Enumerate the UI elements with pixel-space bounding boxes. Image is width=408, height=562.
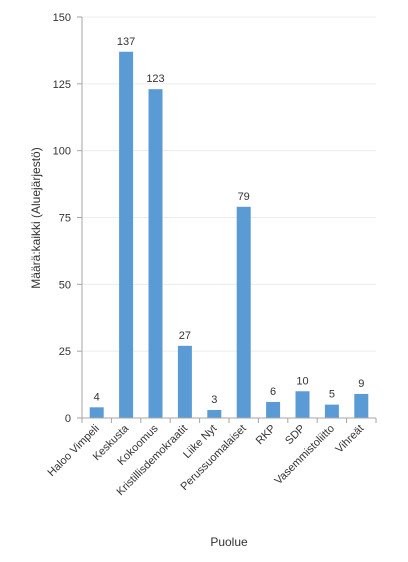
data-label: 6 [270, 386, 276, 398]
bar [89, 407, 104, 418]
category-label: SDP [283, 423, 307, 447]
y-tick-label: 50 [59, 279, 71, 291]
y-tick-label: 125 [53, 79, 71, 91]
x-axis-ticks [81, 418, 377, 423]
bar [354, 393, 369, 418]
data-label: 4 [94, 391, 100, 403]
data-label: 9 [358, 378, 364, 390]
bar [324, 404, 339, 418]
bar [148, 89, 163, 419]
data-labels: 4 137 123 27 3 79 6 10 5 9 [94, 36, 365, 406]
y-tick-label: 0 [65, 413, 71, 425]
data-label: 27 [179, 330, 191, 342]
data-label: 123 [146, 73, 164, 85]
bar [295, 391, 310, 418]
y-axis-title: Määrä:kaikki (Aluejärjestö) [29, 147, 43, 288]
bar [236, 206, 251, 418]
y-tick-label: 100 [53, 146, 71, 158]
bar [207, 409, 222, 418]
data-label: 137 [117, 36, 135, 48]
y-tick-label: 25 [59, 346, 71, 358]
y-axis-ticks: 0 25 50 75 100 125 150 [53, 12, 82, 425]
category-label: Vihreät [333, 423, 366, 456]
data-label: 5 [329, 389, 335, 401]
data-label: 79 [238, 191, 250, 203]
y-tick-label: 150 [53, 12, 71, 24]
x-axis-title: Puolue [210, 535, 248, 549]
data-label: 3 [211, 394, 217, 406]
y-tick-label: 75 [59, 213, 71, 225]
bar [119, 51, 134, 419]
category-labels: Haloo VimpeliKeskustaKokoomusKristillisd… [45, 422, 366, 498]
bars [89, 51, 369, 419]
bar [177, 345, 192, 418]
bar [266, 401, 281, 418]
data-label: 10 [296, 375, 308, 387]
category-label: RKP [254, 423, 278, 447]
